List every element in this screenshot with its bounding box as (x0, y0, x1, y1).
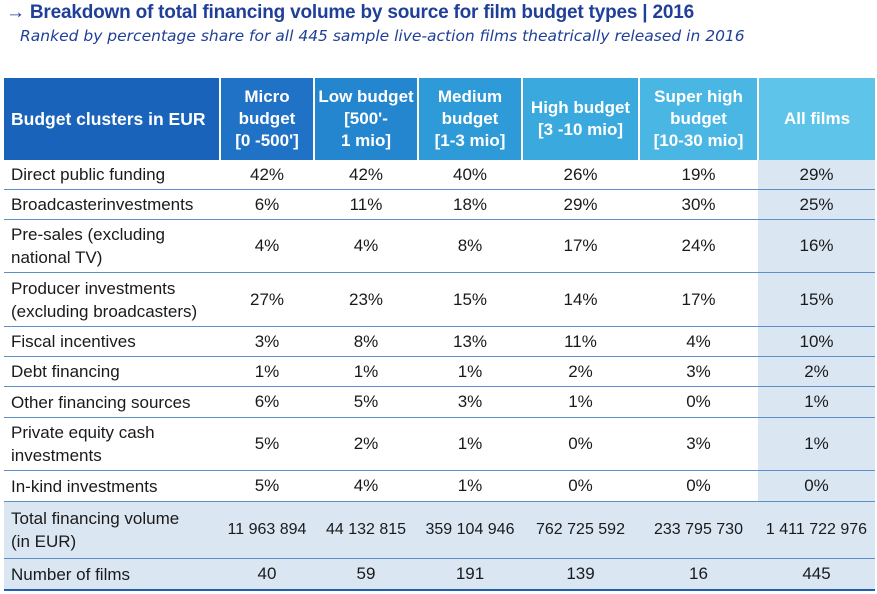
cell-micro: 27% (220, 272, 314, 327)
cell-super-high: 16 (639, 558, 758, 591)
cell-low: 11% (314, 189, 418, 220)
cell-medium: 15% (418, 272, 522, 327)
page-title: → Breakdown of total financing volume by… (6, 2, 694, 23)
row-label: Fiscal incentives (4, 326, 220, 357)
table-row: In-kind investments 5% 4% 1% 0% 0% 0% (4, 470, 875, 502)
cell-medium: 191 (418, 558, 522, 591)
header-high-budget: High budget [3 -10 mio] (522, 78, 640, 160)
cell-all-films: 0% (758, 470, 875, 502)
row-label: Direct public funding (4, 160, 220, 190)
row-label: Producer investments (excluding broadcast… (4, 272, 220, 327)
cell-all-films: 29% (758, 160, 875, 190)
table-row: Debt financing 1% 1% 1% 2% 3% 2% (4, 356, 875, 387)
cell-micro: 40 (220, 558, 314, 591)
cell-micro: 6% (220, 189, 314, 220)
cell-high: 11% (522, 326, 639, 357)
cell-micro: 4% (220, 219, 314, 273)
cell-super-high: 24% (639, 219, 758, 273)
table-row: Fiscal incentives 3% 8% 13% 11% 4% 10% (4, 326, 875, 357)
cell-medium: 359 104 946 (418, 501, 522, 559)
header-super-high-budget: Super high budget [10-30 mio] (639, 78, 759, 160)
table-header-row: Budget clusters in EUR Micro budget [0 -50… (4, 78, 875, 160)
cell-super-high: 19% (639, 160, 758, 190)
cell-low: 4% (314, 219, 418, 273)
cell-high: 26% (522, 160, 639, 190)
header-low-budget: Low budget [500'- 1 mio] (314, 78, 419, 160)
cell-all-films: 2% (758, 356, 875, 387)
cell-medium: 1% (418, 356, 522, 387)
cell-low: 44 132 815 (314, 501, 418, 559)
cell-super-high: 30% (639, 189, 758, 220)
cell-high: 762 725 592 (522, 501, 639, 559)
cell-low: 2% (314, 417, 418, 471)
row-label: Other financing sources (4, 386, 220, 418)
cell-all-films: 16% (758, 219, 875, 273)
cell-super-high: 3% (639, 356, 758, 387)
cell-medium: 1% (418, 470, 522, 502)
cell-micro: 42% (220, 160, 314, 190)
cell-micro: 11 963 894 (220, 501, 314, 559)
cell-low: 4% (314, 470, 418, 502)
cell-all-films: 1% (758, 417, 875, 471)
cell-high: 14% (522, 272, 639, 327)
cell-low: 59 (314, 558, 418, 591)
row-label: In-kind investments (4, 470, 220, 502)
cell-medium: 18% (418, 189, 522, 220)
cell-all-films: 1 411 722 976 (758, 501, 875, 559)
cell-all-films: 10% (758, 326, 875, 357)
cell-low: 23% (314, 272, 418, 327)
row-label: Debt financing (4, 356, 220, 387)
table-row: Pre-sales (excluding national TV) 4% 4% 8… (4, 219, 875, 273)
cell-high: 1% (522, 386, 639, 418)
row-label: Pre-sales (excluding national TV) (4, 219, 220, 273)
cell-super-high: 233 795 730 (639, 501, 758, 559)
header-budget-clusters: Budget clusters in EUR (4, 78, 221, 160)
cell-super-high: 0% (639, 470, 758, 502)
cell-micro: 6% (220, 386, 314, 418)
cell-micro: 5% (220, 470, 314, 502)
cell-micro: 1% (220, 356, 314, 387)
cell-all-films: 15% (758, 272, 875, 327)
cell-medium: 8% (418, 219, 522, 273)
cell-high: 139 (522, 558, 639, 591)
total-row: Total financing volume (in EUR) 11 963 89… (4, 501, 875, 559)
row-label: Number of films (4, 558, 220, 591)
header-medium-budget: Medium budget [1-3 mio] (418, 78, 523, 160)
cell-medium: 13% (418, 326, 522, 357)
table-row: Producer investments (excluding broadcast… (4, 272, 875, 327)
cell-high: 29% (522, 189, 639, 220)
row-label: Private equity cash investments (4, 417, 220, 471)
table-row: Private equity cash investments 5% 2% 1% … (4, 417, 875, 471)
cell-high: 0% (522, 417, 639, 471)
cell-all-films: 25% (758, 189, 875, 220)
table-row: Broadcasterinvestments 6% 11% 18% 29% 30… (4, 189, 875, 220)
table-row: Other financing sources 6% 5% 3% 1% 0% 1… (4, 386, 875, 418)
cell-low: 1% (314, 356, 418, 387)
cell-micro: 3% (220, 326, 314, 357)
cell-medium: 1% (418, 417, 522, 471)
cell-all-films: 445 (758, 558, 875, 591)
cell-high: 2% (522, 356, 639, 387)
page-subtitle: Ranked by percentage share for all 445 s… (20, 27, 745, 45)
financing-table: Budget clusters in EUR Micro budget [0 -50… (4, 78, 875, 591)
cell-super-high: 17% (639, 272, 758, 327)
table-row: Direct public funding 42% 42% 40% 26% 19… (4, 160, 875, 190)
row-label: Broadcasterinvestments (4, 189, 220, 220)
cell-medium: 3% (418, 386, 522, 418)
cell-micro: 5% (220, 417, 314, 471)
cell-super-high: 3% (639, 417, 758, 471)
row-label: Total financing volume (in EUR) (4, 501, 220, 559)
cell-low: 42% (314, 160, 418, 190)
cell-low: 8% (314, 326, 418, 357)
cell-high: 0% (522, 470, 639, 502)
header-micro-budget: Micro budget [0 -500'] (220, 78, 315, 160)
count-row: Number of films 40 59 191 139 16 445 (4, 558, 875, 591)
cell-medium: 40% (418, 160, 522, 190)
cell-super-high: 0% (639, 386, 758, 418)
cell-super-high: 4% (639, 326, 758, 357)
cell-low: 5% (314, 386, 418, 418)
header-all-films: All films (758, 78, 875, 160)
cell-all-films: 1% (758, 386, 875, 418)
cell-high: 17% (522, 219, 639, 273)
